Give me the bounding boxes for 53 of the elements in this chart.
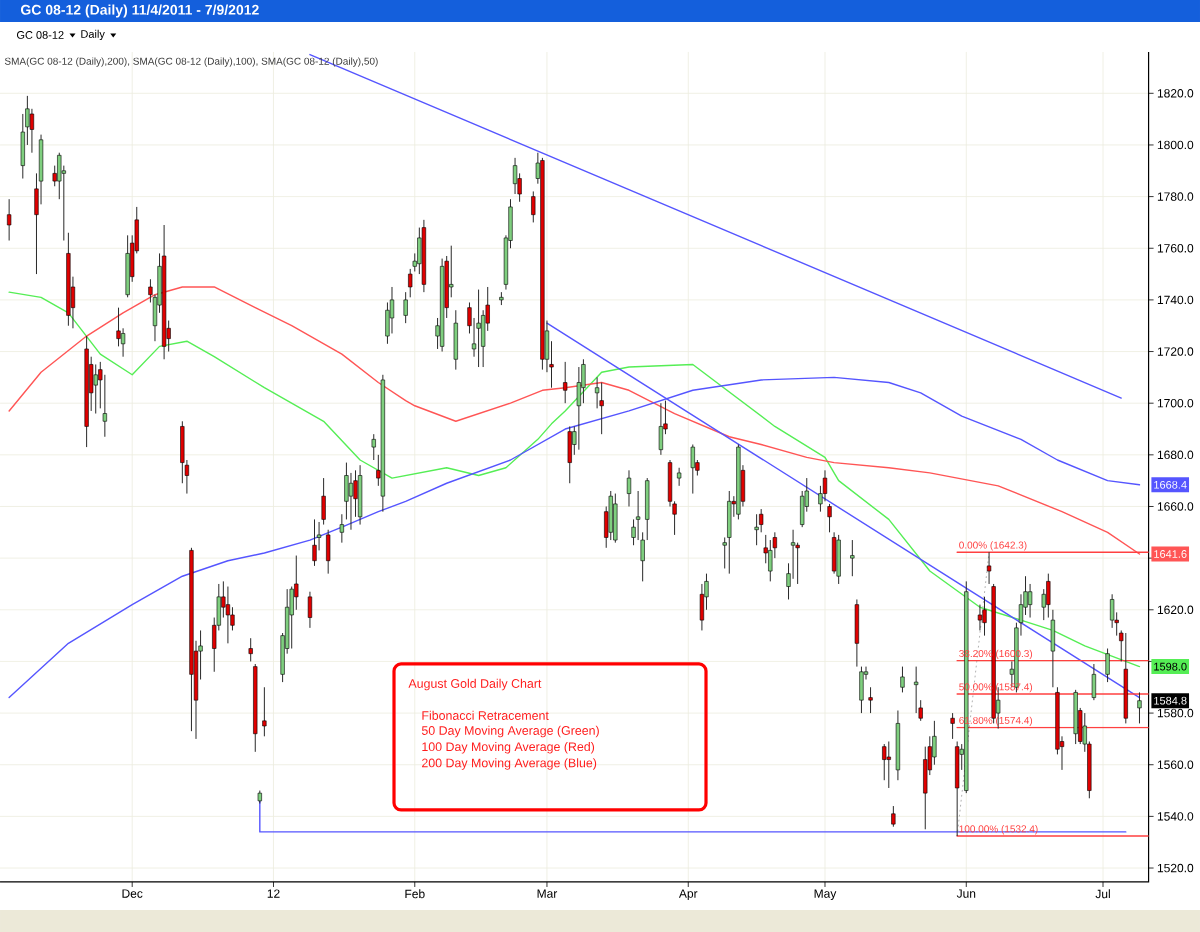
candlestick bbox=[977, 604, 983, 631]
candlestick bbox=[576, 366, 581, 451]
candlestick bbox=[690, 444, 695, 495]
candlestick bbox=[93, 363, 98, 415]
candlestick bbox=[900, 666, 905, 693]
candlestick bbox=[658, 402, 664, 456]
candlestick bbox=[914, 666, 919, 714]
candlestick bbox=[626, 469, 632, 507]
candlestick bbox=[248, 637, 253, 662]
candlestick bbox=[613, 493, 618, 544]
candlestick bbox=[7, 198, 12, 242]
candlestick bbox=[307, 591, 313, 629]
candlestick bbox=[950, 712, 955, 740]
candlestick bbox=[891, 805, 896, 828]
candlestick bbox=[567, 425, 572, 484]
candlestick bbox=[850, 539, 855, 577]
candlestick bbox=[1027, 583, 1033, 619]
candlestick bbox=[868, 686, 873, 714]
candlestick bbox=[1091, 663, 1097, 701]
candlestick bbox=[1110, 593, 1115, 629]
candlestick bbox=[531, 190, 536, 223]
candlestick bbox=[677, 467, 682, 487]
candlestick bbox=[986, 551, 992, 585]
candlestick bbox=[357, 464, 363, 526]
candlestick bbox=[326, 529, 331, 575]
candlestick bbox=[563, 361, 568, 404]
candlestick bbox=[727, 490, 732, 575]
candlestick bbox=[512, 157, 518, 195]
candlestick bbox=[827, 503, 832, 533]
candlestick bbox=[982, 596, 987, 637]
candlestick bbox=[955, 740, 960, 837]
candlestick bbox=[1137, 691, 1142, 724]
candlestick bbox=[895, 710, 901, 781]
candlestick bbox=[312, 518, 317, 567]
candlestick bbox=[599, 382, 604, 435]
candlestick bbox=[476, 289, 481, 368]
candlestick bbox=[1105, 648, 1110, 683]
candlestick bbox=[768, 539, 773, 582]
line-series bbox=[8, 286, 1141, 555]
candlestick bbox=[754, 513, 759, 546]
candlestick bbox=[403, 291, 408, 324]
candlestick bbox=[453, 309, 458, 371]
candlestick bbox=[371, 433, 376, 461]
candlestick bbox=[608, 490, 613, 541]
candlestick bbox=[886, 740, 891, 789]
candlestick bbox=[262, 686, 267, 737]
candlestick bbox=[859, 666, 864, 714]
candlestick bbox=[836, 534, 841, 585]
candlestick bbox=[225, 586, 231, 644]
candlestick bbox=[125, 234, 130, 298]
candlestick bbox=[882, 743, 887, 781]
candlestick bbox=[1073, 689, 1078, 745]
candlestick bbox=[854, 598, 860, 668]
